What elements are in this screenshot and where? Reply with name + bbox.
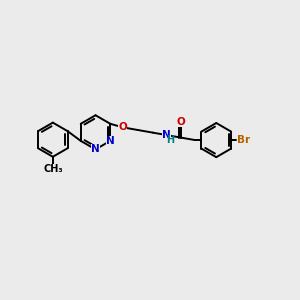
Text: O: O <box>118 122 127 132</box>
Text: N: N <box>162 130 171 140</box>
Text: N: N <box>91 144 100 154</box>
Text: Br: Br <box>237 135 250 145</box>
Text: H: H <box>166 135 174 145</box>
Text: CH₃: CH₃ <box>43 164 63 174</box>
Text: N: N <box>106 136 115 146</box>
Text: O: O <box>176 117 185 127</box>
